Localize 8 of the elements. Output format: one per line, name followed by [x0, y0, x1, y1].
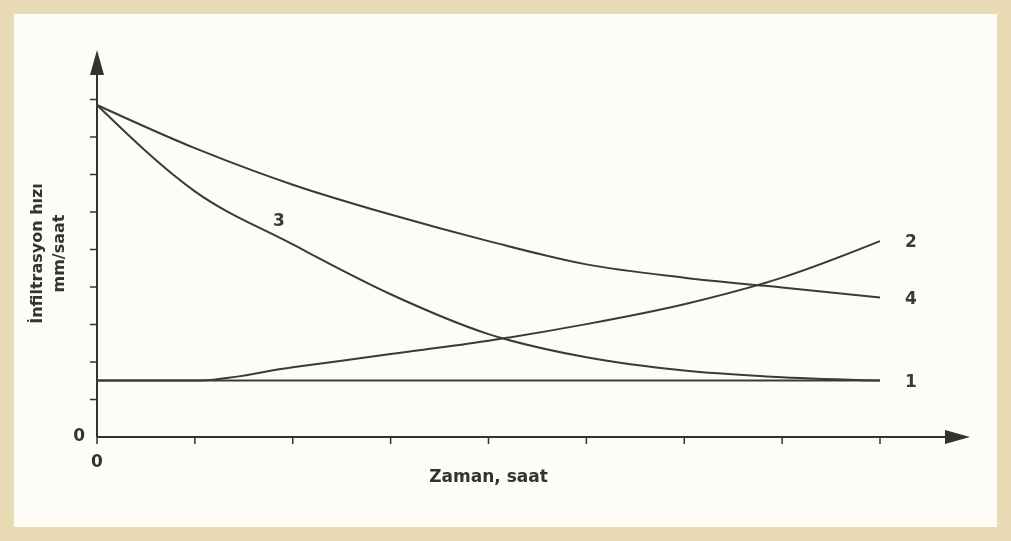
text: 0: [73, 425, 86, 445]
x-axis-title: Zaman, saat: [429, 466, 548, 486]
y-axis-title: İnfiltrasyon hızı mm/saat: [27, 183, 68, 324]
text: 0: [91, 451, 104, 471]
series-label: 4: [905, 287, 917, 308]
series-label: 2: [905, 231, 917, 252]
series-label: 1: [905, 370, 917, 391]
series-label: 3: [272, 210, 285, 231]
